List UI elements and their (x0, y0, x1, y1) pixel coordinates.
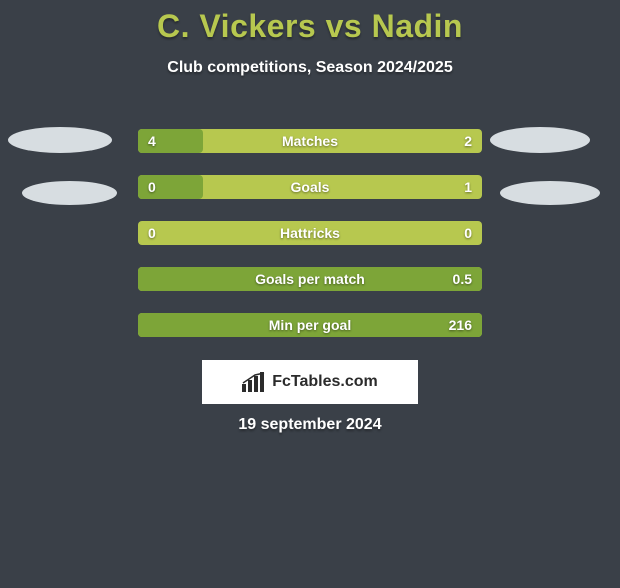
stat-row: 216Min per goal (138, 313, 482, 337)
comparison-chart: 42Matches01Goals00Hattricks0.5Goals per … (0, 105, 620, 355)
stat-label: Hattricks (138, 221, 482, 245)
stat-right-value: 0.5 (453, 267, 472, 291)
stat-row: 0.5Goals per match (138, 267, 482, 291)
stat-row-fill (138, 267, 482, 291)
date-text: 19 september 2024 (0, 416, 620, 434)
stat-left-value: 0 (148, 175, 156, 199)
stat-left-value: 4 (148, 129, 156, 153)
chart-icon (242, 372, 266, 392)
stat-right-value: 1 (464, 175, 472, 199)
brand-name: FcTables.com (272, 373, 378, 391)
stat-right-value: 2 (464, 129, 472, 153)
decorative-ellipse (500, 181, 600, 205)
stat-right-value: 0 (464, 221, 472, 245)
page-title: C. Vickers vs Nadin (0, 8, 620, 45)
decorative-ellipse (8, 127, 112, 153)
stat-left-value: 0 (148, 221, 156, 245)
page-subtitle: Club competitions, Season 2024/2025 (0, 59, 620, 77)
stat-right-value: 216 (449, 313, 472, 337)
stat-row: 0 0Hattricks (138, 221, 482, 245)
stat-row-fill (138, 313, 482, 337)
brand-badge: FcTables.com (202, 360, 418, 404)
stat-row: 01Goals (138, 175, 482, 199)
stat-row: 42Matches (138, 129, 482, 153)
decorative-ellipse (22, 181, 117, 205)
decorative-ellipse (490, 127, 590, 153)
